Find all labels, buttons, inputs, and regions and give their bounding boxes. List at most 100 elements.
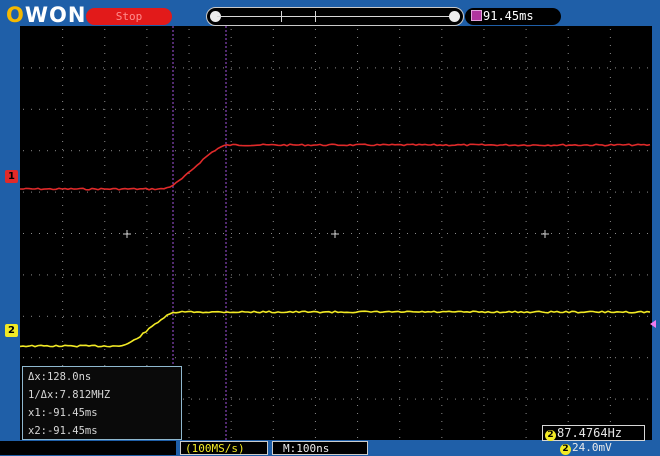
grid-dot [399,413,401,414]
grid-dot [527,398,528,400]
grid-dot [415,274,416,276]
grid-dot [295,150,296,152]
grid-dot [104,301,106,302]
grid-dot [239,67,240,69]
grid-dot [399,365,401,366]
grid-dot [314,405,316,406]
trigger-level-marker-icon[interactable] [650,320,656,328]
grid-dot [359,357,360,359]
grid-dot [567,165,569,166]
grid-dot [357,269,359,270]
grid-dot [483,309,485,310]
grid-dot [479,108,480,110]
grid-dot [483,293,485,294]
grid-dot [62,309,64,310]
grid-dot [146,173,148,174]
grid-dot [447,398,448,400]
grid-dot [525,397,527,398]
grid-dot [335,67,336,69]
ch2-marker[interactable]: 2 [5,324,18,337]
grid-dot [607,233,608,234]
grid-dot [399,285,401,286]
trigger-position-bar[interactable] [206,7,464,26]
grid-dot [647,191,648,193]
grid-dot [263,150,264,152]
grid-dot [279,315,280,317]
grid-dot [188,101,190,102]
grid-dot [399,237,401,238]
grid-dot [583,274,584,276]
grid-dot [567,108,568,110]
grid-dot [63,67,64,69]
grid-dot [511,108,512,110]
grid-dot [39,315,40,317]
grid-dot [399,67,400,69]
trigger-level-readout[interactable]: 2 24.0mV [556,441,660,455]
grid-dot [151,150,152,152]
grid-dot [357,45,359,46]
grid-dot [63,191,64,193]
grid-dot [263,233,264,234]
grid-dot [230,285,232,286]
grid-dot [407,150,408,152]
grid-dot [272,197,274,198]
grid-dot [71,233,72,234]
grid-dot [146,357,148,358]
grid-dot [359,398,360,400]
grid-dot [175,67,176,69]
grid-dot [525,93,527,94]
grid-dot [215,357,216,359]
grid-dot [551,398,552,400]
grid-dot [609,181,611,182]
run-stop-status[interactable]: Stop [86,8,172,25]
grid-dot [399,274,400,276]
grid-dot [567,29,569,30]
grid-dot [441,301,443,302]
grid-dot [188,45,190,46]
grid-dot [62,229,64,230]
timebase-readout[interactable]: M:100ns [272,441,368,455]
grid-dot [609,197,611,198]
grid-dot [230,37,232,38]
grid-dot [146,165,148,166]
grid-dot [483,213,485,214]
grid-dot [188,285,190,286]
grid-dot [631,398,632,400]
grid-dot [255,274,256,276]
grid-dot [319,315,320,317]
grid-dot [31,315,32,317]
grid-dot [143,357,144,359]
grid-dot [407,233,408,234]
sample-rate-readout[interactable]: (100MS/s) [180,441,268,455]
grid-dot [399,77,401,78]
grid-dot [607,315,608,317]
grid-dot [230,197,232,198]
grid-dot [431,233,432,234]
grid-dot [487,150,488,152]
grid-dot [525,309,527,310]
ch1-marker[interactable]: 1 [5,170,18,183]
grid-dot [367,233,368,234]
grid-dot [314,205,316,206]
grid-dot [639,191,640,193]
grid-dot [31,67,32,69]
grid-dot [441,53,443,54]
grid-dot [146,365,148,366]
grid-dot [188,373,190,374]
grid-dot [287,315,288,317]
grid-dot [167,357,168,359]
grid-dot [399,189,401,190]
ch1-scale-readout[interactable] [0,441,176,455]
grid-dot [230,45,232,46]
grid-dot [95,150,96,152]
grid-dot [609,77,611,78]
grid-dot [543,274,544,276]
grid-dot [599,315,600,317]
grid-dot [407,108,408,110]
grid-dot [47,315,48,317]
grid-dot [483,101,485,102]
grid-dot [272,317,274,318]
trigger-point-tick[interactable] [315,11,316,22]
grid-dot [151,233,152,234]
grid-dot [357,37,359,38]
